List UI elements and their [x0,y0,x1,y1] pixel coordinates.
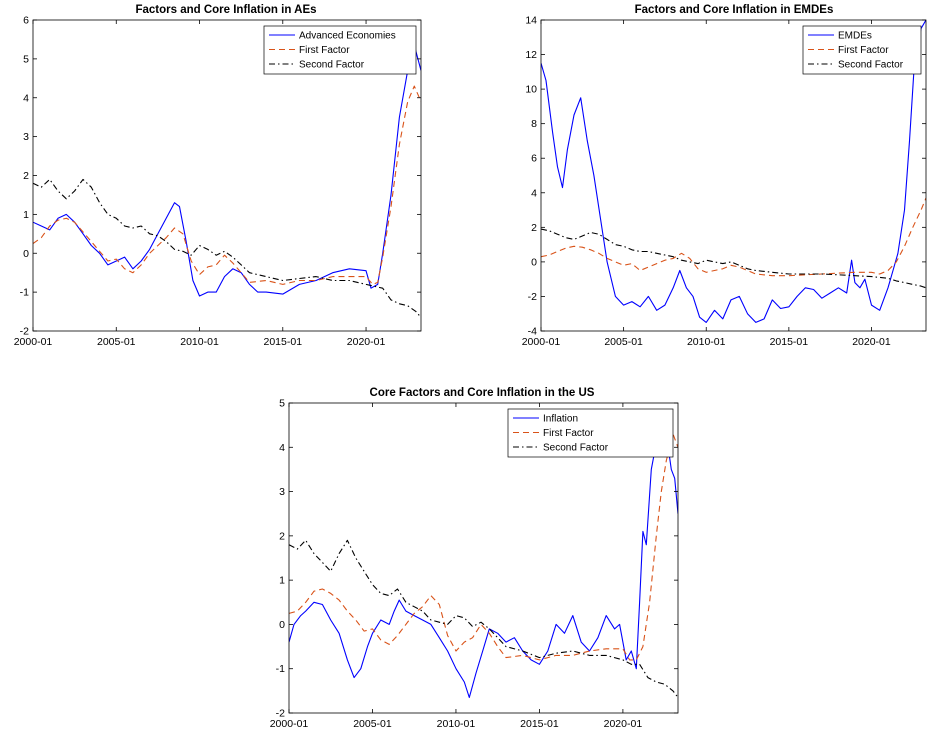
y-tick-label: 4 [279,442,285,454]
panel-emdes: Factors and Core Inflation in EMDEs -4 -2… [522,4,927,348]
x-tick-label: 2015-01 [264,336,303,348]
legend-label: Advanced Economies [299,31,396,42]
panel-aes: Factors and Core Inflation in AEs -2 -1 0 1… [14,4,422,348]
chart-title: Factors and Core Inflation in AEs [135,4,316,16]
legend-label: First Factor [299,45,350,56]
legend-label: Second Factor [299,60,365,71]
y-tick-label: 3 [23,131,29,143]
y-tick-label: 6 [531,153,537,165]
legend: Inflation First Factor Second Factor [507,408,674,458]
y-tick-label: -1 [20,287,29,299]
y-tick-label: 1 [279,575,285,587]
axes-box [288,402,679,714]
x-tick-label: 2020-01 [604,718,643,730]
legend-label: Second Factor [543,443,609,454]
x-tick-label: 2020-01 [347,336,386,348]
y-tick-label: 1 [23,209,29,221]
y-tick-label: 8 [531,118,537,130]
y-tick-label: 2 [531,222,537,234]
legend: Advanced Economies First Factor Second Fac… [263,25,417,75]
y-tick-label: -2 [276,708,285,720]
y-tick-label: 5 [23,53,29,65]
series-line-second-factor [541,228,926,289]
series-line-second-factor [33,178,421,318]
y-tick-label: 3 [279,486,285,498]
series-line-emdes [541,20,926,323]
x-tick-label: 2005-01 [604,336,643,348]
x-tick-label: 2010-01 [180,336,219,348]
y-tick-label: 12 [525,49,537,61]
y-tick-label: 4 [531,187,537,199]
y-tick-label: 10 [525,84,537,96]
y-tick-label: 0 [279,619,285,631]
y-tick-label: 0 [23,248,29,260]
y-tick-label: -2 [20,326,29,338]
y-tick-label: 5 [279,398,285,410]
y-tick-label: -2 [528,291,537,303]
y-tick-label: -1 [276,663,285,675]
legend-label: First Factor [838,45,889,56]
legend-label: Inflation [543,414,578,425]
x-tick-label: 2005-01 [353,718,392,730]
legend-label: First Factor [543,428,594,439]
series-line-advanced-economies [33,44,421,297]
y-tick-label: 6 [23,15,29,27]
x-tick-label: 2005-01 [97,336,136,348]
x-tick-label: 2010-01 [687,336,726,348]
legend: EMDEs First Factor Second Factor [802,25,922,75]
series-line-first-factor [33,85,421,285]
series-line-inflation [289,433,678,699]
x-tick-label: 2000-01 [270,718,309,730]
y-tick-label: 2 [279,530,285,542]
series-line-second-factor [289,539,678,698]
y-tick-label: 2 [23,170,29,182]
y-tick-label: -4 [528,326,537,338]
x-tick-label: 2000-01 [14,336,53,348]
plot-area: -4 -2 0 2 4 6 8 10 12 14 2000-01 2005-01 2010-01 2015… [522,15,927,348]
chart-title: Factors and Core Inflation in EMDEs [635,4,834,16]
plot-area: -2 -1 0 1 2 3 4 5 2000-01 2005-01 2010-01 2015-01 20… [270,398,679,730]
series-line-first-factor [289,433,678,661]
y-tick-label: 4 [23,92,29,104]
y-tick-label: 14 [525,15,537,27]
x-tick-label: 2020-01 [852,336,891,348]
legend-label: EMDEs [838,31,872,42]
x-tick-label: 2000-01 [522,336,561,348]
panel-us: Core Factors and Core Inflation in the U… [270,387,679,730]
x-tick-label: 2015-01 [770,336,809,348]
x-tick-label: 2015-01 [520,718,559,730]
y-tick-label: 0 [531,256,537,268]
series-line-first-factor [541,197,926,277]
x-tick-label: 2010-01 [437,718,476,730]
chart-title: Core Factors and Core Inflation in the U… [370,387,595,399]
legend-label: Second Factor [838,60,904,71]
plot-area: -2 -1 0 1 2 3 4 5 6 2000-01 2005-01 2010-01 2015-01 2… [14,15,422,348]
axes-box [540,19,927,332]
